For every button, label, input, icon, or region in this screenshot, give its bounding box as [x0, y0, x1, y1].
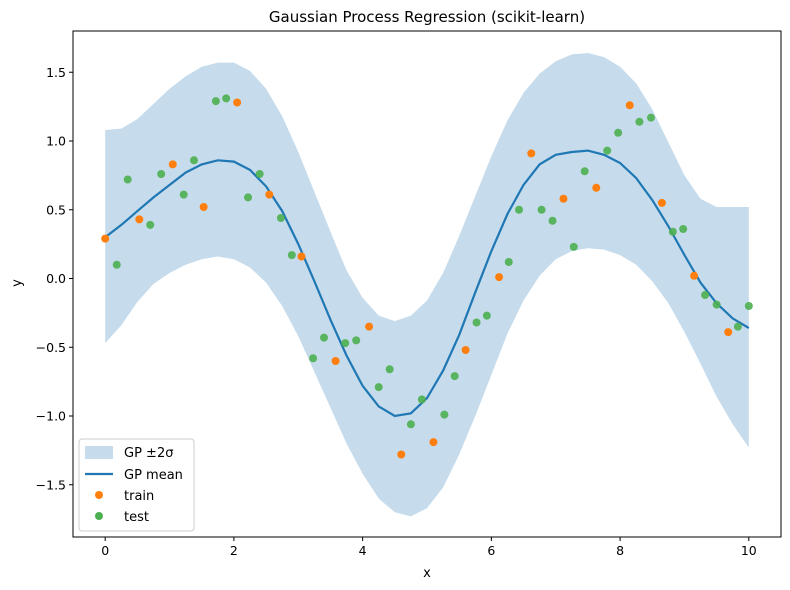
test-point [146, 220, 155, 229]
x-tick-label: 2 [230, 543, 238, 558]
train-point [495, 273, 504, 282]
test-points [112, 94, 753, 429]
legend-mean-label: GP mean [124, 468, 183, 483]
train-point [331, 357, 340, 365]
train-point [625, 101, 634, 110]
test-point [341, 339, 350, 348]
train-point [135, 215, 144, 224]
test-point [222, 94, 231, 103]
test-point [450, 372, 459, 381]
axes-frame [72, 30, 782, 538]
test-point [482, 311, 491, 320]
legend-test-label: test [124, 510, 149, 525]
test-point [211, 97, 220, 106]
train-point [365, 322, 374, 331]
test-point [668, 227, 677, 236]
y-tick-label: 0.0 [46, 271, 66, 286]
test-point [123, 175, 132, 184]
test-point [352, 336, 361, 345]
gp-confidence-band [105, 53, 749, 517]
train-point [527, 149, 536, 158]
plot-area [101, 53, 753, 517]
x-tick-label: 4 [359, 543, 367, 558]
train-point [657, 198, 666, 207]
train-points [101, 98, 733, 459]
legend-band-swatch [85, 446, 113, 459]
train-point [461, 346, 470, 354]
test-point [569, 242, 578, 251]
y-tick-label: −1.0 [36, 409, 66, 424]
test-point [472, 318, 481, 327]
test-point [320, 333, 329, 342]
train-point [724, 328, 733, 337]
test-point [744, 302, 753, 310]
test-point [157, 170, 166, 178]
test-point [679, 225, 688, 233]
test-point [635, 117, 644, 126]
test-point [440, 410, 449, 419]
train-point [297, 252, 306, 261]
legend-test-swatch [95, 512, 103, 520]
x-tick-label: 8 [616, 543, 624, 558]
legend-train-swatch [95, 491, 103, 499]
test-point [712, 300, 721, 309]
train-point [265, 190, 274, 199]
test-point [515, 205, 524, 214]
test-point [276, 214, 285, 222]
test-point [179, 190, 188, 199]
test-point [406, 420, 415, 429]
train-point [690, 271, 699, 280]
x-tick-label: 10 [741, 543, 757, 558]
y-tick-label: −1.5 [36, 477, 66, 492]
x-tick-label: 6 [487, 543, 495, 558]
test-point [603, 146, 612, 155]
test-point [255, 170, 264, 178]
test-point [701, 291, 710, 299]
test-point [374, 383, 383, 392]
y-tick-label: 1.5 [46, 65, 66, 80]
test-point [548, 216, 557, 225]
test-point [580, 167, 589, 176]
y-tick-label: 0.5 [46, 202, 66, 217]
train-point [101, 234, 110, 243]
train-point [199, 203, 208, 211]
legend-train-label: train [124, 489, 154, 504]
y-tick-label: −0.5 [36, 340, 66, 355]
y-tick-label: 1.0 [46, 134, 66, 149]
y-axis: −1.5 −1.0 −0.5 0.0 0.5 1.0 1.5 [36, 65, 73, 492]
x-axis: 0 2 4 6 8 10 [101, 537, 757, 558]
gp-mean-line [104, 149, 750, 418]
y-axis-label: y [10, 279, 25, 287]
train-point [168, 160, 177, 169]
legend: GP ±2σ GP mean train test [78, 438, 195, 532]
test-point [646, 113, 655, 122]
train-point [233, 98, 242, 107]
test-point [614, 128, 623, 137]
train-point [397, 450, 406, 459]
test-point [504, 258, 513, 266]
chart-title: Gaussian Process Regression (scikit-lear… [269, 8, 585, 26]
test-point [733, 322, 742, 331]
test-point [287, 251, 296, 260]
legend-band-label: GP ±2σ [124, 446, 173, 461]
test-point [112, 260, 121, 269]
test-point [244, 193, 253, 202]
test-point [385, 365, 394, 374]
x-tick-label: 0 [101, 543, 109, 558]
train-point [592, 183, 601, 192]
test-point [309, 354, 318, 363]
test-point [417, 395, 426, 404]
train-point [429, 438, 438, 447]
train-point [559, 194, 568, 203]
test-point [190, 156, 199, 165]
legend-frame [78, 438, 195, 532]
test-point [537, 205, 546, 214]
x-axis-label: x [423, 566, 431, 581]
